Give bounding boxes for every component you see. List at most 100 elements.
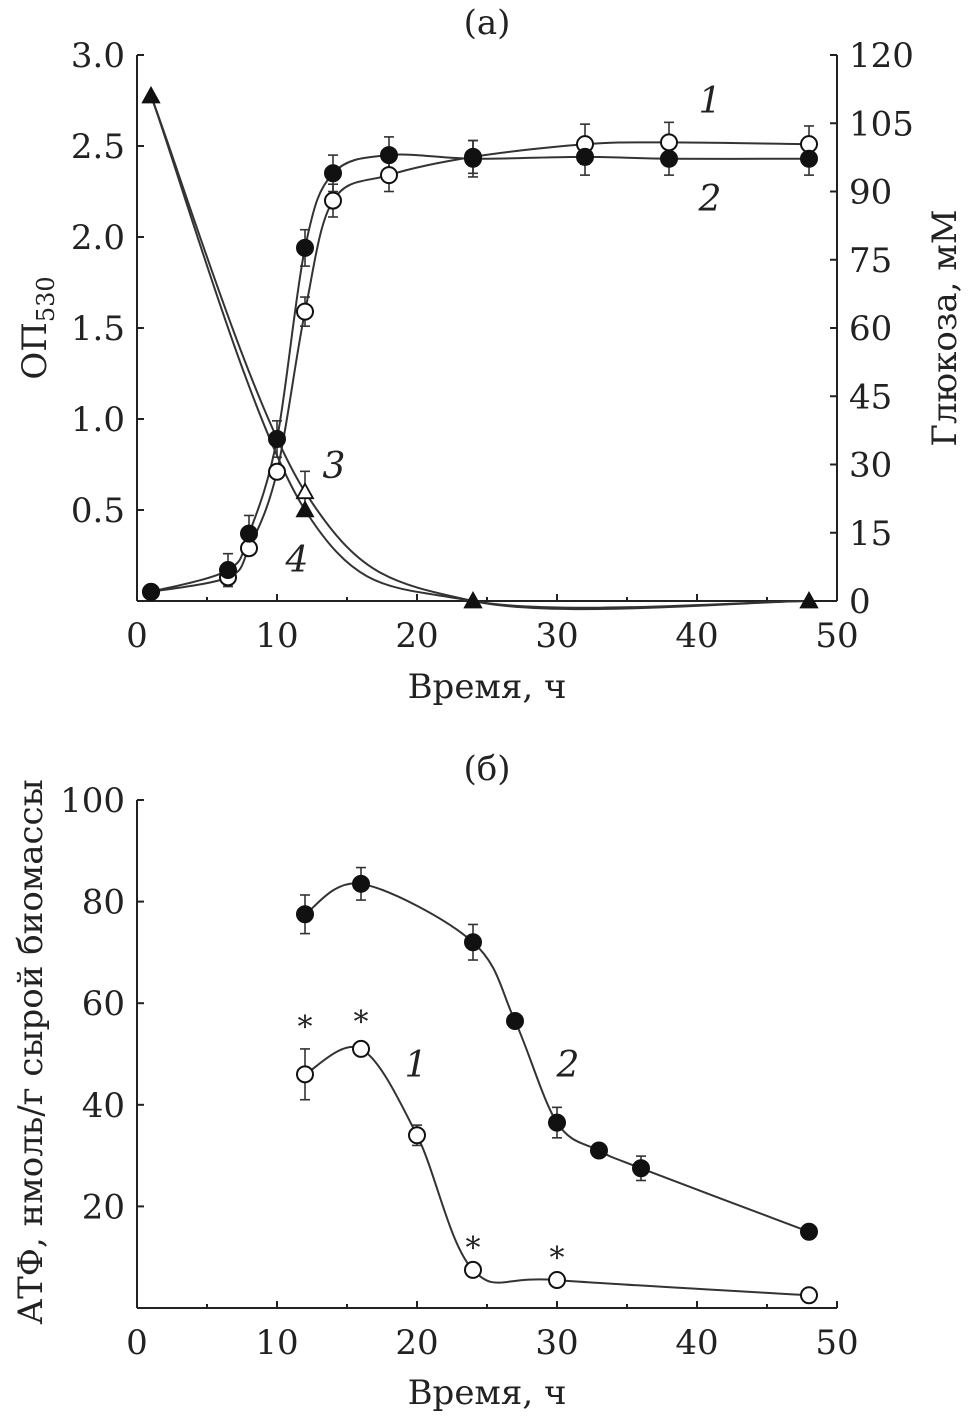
panel-a-curve-label-1: 1: [699, 81, 722, 122]
panel-a-series-2-point: [324, 164, 342, 183]
panel-a-y-tick-label: 2.0: [71, 218, 125, 258]
panel-b-series-1-point: [352, 1039, 370, 1058]
panel-b-ticks: 0 10 20 30 40 50 20 40 60 80 100: [60, 781, 859, 1363]
panel-b-series-1-point: [408, 1126, 426, 1145]
panel-b-y-tick-label: 100: [60, 781, 125, 821]
panel-a-y-tick-label: 2.5: [71, 127, 125, 167]
panel-a-series-2-point: [660, 149, 678, 168]
panel-a-label: (а): [464, 3, 511, 43]
panel-a-right-tick-label: 75: [849, 241, 892, 281]
panel-b-series-2-point: [632, 1159, 650, 1178]
panel-a-right-tick-label: 120: [849, 36, 914, 76]
panel-a-y-tick-label: 0.5: [71, 491, 125, 531]
panel-b-x-tick-label: 40: [675, 1323, 718, 1363]
panel-b-x-tick-label: 10: [255, 1323, 298, 1363]
panel-b-series-2-point: [548, 1113, 566, 1132]
panel-b-significance-marks: * * * *: [298, 1005, 565, 1276]
panel-a-ticks: 0 10 20 30 40 50 0.5 1.0 1.5 2.0 2.5 3.0 0 15 30 45 60 75…: [71, 36, 914, 656]
panel-a-series-3-point: [295, 481, 315, 500]
panel-a-y-axis-label: ОП530: [15, 276, 60, 379]
panel-a-series-4-line: [150, 95, 810, 609]
panel-a-right-tick-label: 15: [849, 514, 892, 554]
panel-a-right-tick-label: 0: [849, 582, 871, 622]
panel-a: (а) 0 10 20 30 40 500.51.01.52.02.53.00153045…: [15, 3, 965, 707]
panel-b-significance-star: *: [550, 1241, 565, 1276]
panel-b-curve-label-1: 1: [405, 1045, 428, 1086]
panel-a-right-tick-label: 45: [849, 377, 892, 417]
panel-b-series-2-point: [800, 1222, 818, 1241]
panel-a-series-2-point: [219, 561, 237, 580]
panel-a-markers: [141, 86, 819, 609]
panel-a-series-1-point: [660, 133, 678, 152]
panel-b-markers: [296, 874, 818, 1305]
panel-b-curve-label-2: 2: [556, 1045, 580, 1086]
panel-b-series-1-point: [464, 1260, 482, 1279]
panel-a-right-axis-label: Глюкоза, мМ: [925, 209, 965, 446]
panel-a-series-1-point: [380, 166, 398, 185]
panel-a-curve-label-4: 4: [285, 540, 309, 581]
panel-a-series-4-point: [463, 591, 483, 609]
panel-b-axes: [136, 800, 837, 1309]
panel-b-series-1-point: [800, 1286, 818, 1305]
panel-a-x-axis-label: Время, ч: [408, 667, 567, 707]
panel-b-curves: [304, 882, 810, 1297]
panel-b-significance-star: *: [466, 1231, 481, 1266]
panel-b-series-1-point: [296, 1065, 314, 1084]
panel-b-label: (б): [464, 749, 511, 789]
panel-b-y-tick-label: 60: [82, 984, 125, 1024]
panel-a-y-tick-label: 3.0: [71, 36, 125, 76]
panel-a-series-2-point: [142, 582, 160, 601]
panel-a-y-axis-label-main: ОП: [15, 322, 55, 380]
panel-a-x-tick-label: 0: [126, 616, 148, 656]
panel-b-x-tick-label: 50: [815, 1323, 858, 1363]
panel-b-x-tick-label: 30: [535, 1323, 578, 1363]
panel-b-x-tick-label: 20: [395, 1323, 438, 1363]
panel-a-curve-label-2: 2: [698, 179, 722, 220]
panel-a-y-tick-label: 1.5: [71, 309, 125, 349]
panel-a-series-2-point: [268, 430, 286, 449]
panel-b: (б) 0 10 20 30 40 50 20 40 60 80 100 * * * * Время, ч…: [11, 749, 859, 1413]
panel-a-x-tick-label: 10: [255, 616, 298, 656]
panel-b-series-2-point: [590, 1141, 608, 1160]
panel-a-x-tick-label: 40: [675, 616, 718, 656]
panel-a-series-4-point: [295, 500, 315, 518]
panel-b-x-axis-label: Время, ч: [408, 1373, 567, 1413]
panel-b-significance-star: *: [298, 1010, 313, 1045]
panel-b-series-2-point: [352, 874, 370, 893]
panel-b-x-tick-label: 0: [126, 1323, 148, 1363]
panel-b-series-2-point: [506, 1011, 524, 1030]
panel-a-series-2-point: [240, 524, 258, 543]
panel-a-series-4-point: [141, 86, 161, 104]
panel-a-right-tick-label: 90: [849, 173, 892, 213]
panel-a-series-1-point: [324, 191, 342, 210]
panel-a-series-1-point: [296, 302, 314, 321]
panel-b-y-axis-label: АТФ, нмоль/г сырой биомассы: [11, 779, 51, 1324]
panel-a-x-tick-label: 30: [535, 616, 578, 656]
panel-b-series-2-point: [296, 905, 314, 924]
panel-a-series-2-point: [576, 147, 594, 166]
panel-a-axes: [136, 55, 838, 602]
panel-a-y-axis-label-subscript: 530: [32, 276, 60, 322]
panel-b-y-tick-label: 20: [82, 1187, 125, 1227]
panel-a-series-2-point: [464, 149, 482, 168]
panel-b-y-tick-label: 80: [82, 883, 125, 923]
panel-a-x-tick-label: 50: [815, 616, 858, 656]
panel-a-series-4-point: [799, 591, 819, 609]
panel-a-y-tick-label: 1.0: [71, 400, 125, 440]
panel-a-x-tick-label: 20: [395, 616, 438, 656]
panel-b-series-1-point: [548, 1271, 566, 1290]
panel-a-curve-label-3: 3: [323, 446, 346, 487]
panel-a-series-3-line: [150, 95, 810, 611]
panel-a-series-2-point: [296, 238, 314, 257]
panel-a-right-tick-label: 105: [849, 104, 914, 144]
panel-a-series-2-point: [380, 146, 398, 165]
panel-b-significance-star: *: [354, 1005, 369, 1040]
panel-a-series-2-point: [800, 149, 818, 168]
panel-b-y-tick-label: 40: [82, 1086, 125, 1126]
panel-a-right-tick-label: 60: [849, 309, 892, 349]
panel-b-series-2-point: [464, 933, 482, 952]
panel-a-series-1-point: [268, 462, 286, 481]
panel-a-right-tick-label: 30: [849, 446, 892, 486]
panel-b-error-bars: [300, 866, 646, 1182]
